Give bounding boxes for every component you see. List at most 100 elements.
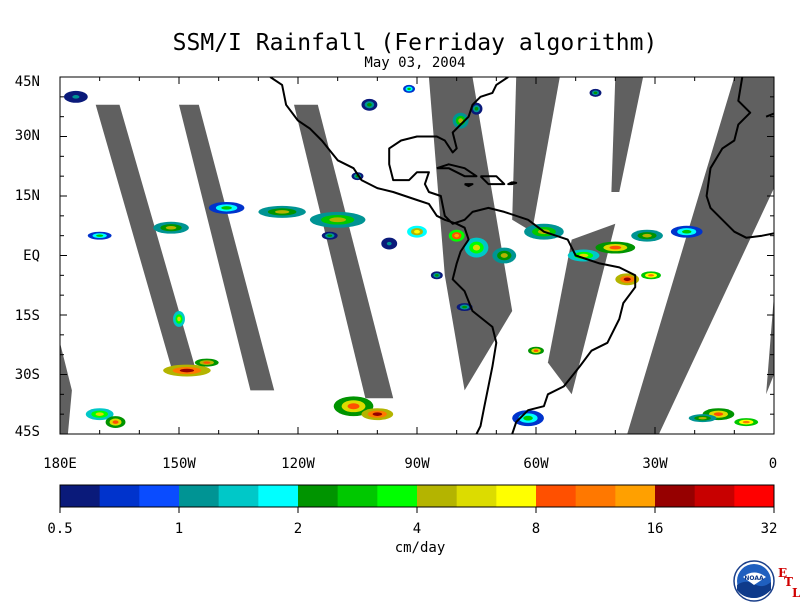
colorbar-tick-label: 2 (293, 521, 303, 537)
coastline (765, 112, 774, 118)
coastline (705, 77, 774, 239)
rain-cell-core (609, 245, 622, 250)
noaa-logo[interactable]: NOAA (733, 560, 775, 602)
colorbar-segment (139, 485, 180, 507)
rain-cell-core (177, 316, 181, 322)
rain-cell-core (221, 206, 232, 210)
etl-letter: T (784, 575, 793, 589)
rain-cell-core (593, 91, 598, 95)
rain-cells (63, 84, 759, 429)
coastline (464, 183, 474, 188)
colorbar-segment (179, 485, 220, 507)
colorbar-units: cm/day (394, 540, 446, 556)
lon-label: 90W (404, 456, 430, 472)
axis-ticks (59, 76, 775, 435)
rain-cell-core (462, 305, 467, 309)
etl-logo: E T L (776, 566, 800, 600)
rain-cell-core (112, 420, 119, 424)
rain-cell-core (623, 277, 631, 282)
map-title: SSM/I Rainfall (Ferriday algorithm) (172, 30, 658, 56)
swath-gap (512, 77, 560, 232)
rain-cell-core (179, 368, 195, 373)
coastlines (269, 77, 774, 434)
lon-label: 180E (43, 456, 77, 472)
colorbar-segment (377, 485, 418, 507)
colorbar-segment (536, 485, 577, 507)
rain-cell-core (435, 274, 439, 277)
lat-label: EQ (23, 248, 40, 264)
coastline (479, 175, 506, 186)
rain-cell-core (95, 412, 104, 416)
colorbar-segment (337, 485, 378, 507)
etl-letter: E (778, 566, 788, 580)
swath-gap (766, 295, 774, 395)
rain-cell-core (407, 87, 411, 91)
rain-cell-core (386, 241, 392, 246)
colorbar-tick-label: 16 (646, 521, 664, 537)
lon-label: 0 (768, 456, 778, 472)
colorbar-segment (496, 485, 537, 507)
rain-cell-core (414, 229, 420, 234)
colorbar-tick-label: 1 (174, 521, 184, 537)
swath-gaps (60, 77, 774, 434)
coastline (269, 77, 498, 434)
swath-gap (547, 223, 616, 395)
colorbar-segment (298, 485, 339, 507)
rain-cell-core (681, 229, 692, 234)
rain-cell-core (96, 234, 104, 237)
swath-gap (611, 77, 644, 192)
rain-cell-core (474, 106, 479, 111)
rain-cell-core (698, 416, 707, 420)
colorbar-segment (258, 485, 299, 507)
lon-label: 60W (523, 456, 549, 472)
rain-cell-core (454, 233, 460, 238)
rain-cell-core (648, 274, 655, 277)
lat-label: 45S (14, 424, 40, 440)
rain-cell-core (203, 361, 211, 364)
lat-label: 15N (14, 188, 40, 204)
colorbar-segment (417, 485, 458, 507)
colorbar-segment (575, 485, 616, 507)
colorbar-tick-label: 4 (412, 521, 422, 537)
swath-gap (428, 77, 513, 391)
lat-label: 30S (14, 367, 40, 383)
colorbar-segment (218, 485, 259, 507)
lon-label: 30W (642, 456, 668, 472)
colorbar-tick-label: 0.5 (47, 521, 73, 537)
swath-gap (294, 104, 394, 399)
colorbar-segment (60, 485, 101, 507)
coastline (388, 77, 637, 434)
colorbar-segment (734, 485, 775, 507)
rain-cell-core (274, 210, 290, 214)
lon-label: 120W (281, 456, 315, 472)
coastline (436, 163, 478, 178)
rain-cell-core (533, 349, 539, 352)
map-date: May 03, 2004 (364, 55, 466, 71)
lat-label: 15S (14, 308, 40, 324)
etl-letter: L (792, 586, 800, 600)
swath-gap (95, 104, 195, 367)
rain-cell-core (329, 217, 346, 223)
rain-cell-core (458, 118, 464, 124)
colorbar-tick-label: 8 (531, 521, 541, 537)
coastline (507, 181, 518, 186)
colorbar-tick-label: 32 (760, 521, 778, 537)
rain-cell-core (472, 244, 481, 251)
lat-label: 45N (14, 74, 40, 90)
colorbar-segment (655, 485, 696, 507)
rain-cell-core (742, 420, 750, 424)
rain-cell-core (367, 102, 372, 107)
rain-cell-core (500, 253, 508, 258)
swath-gap (60, 342, 72, 434)
swath-gap (627, 77, 774, 434)
lat-label: 30N (14, 128, 40, 144)
rain-cell-core (72, 95, 80, 99)
rain-cell-core (713, 412, 724, 416)
lon-label: 150W (162, 456, 196, 472)
colorbar-segment (456, 485, 497, 507)
rain-cell-core (165, 225, 177, 230)
rain-cell-core (327, 234, 333, 237)
noaa-emblem-icon: NOAA (733, 560, 775, 602)
noaa-logo-text: NOAA (744, 575, 764, 582)
